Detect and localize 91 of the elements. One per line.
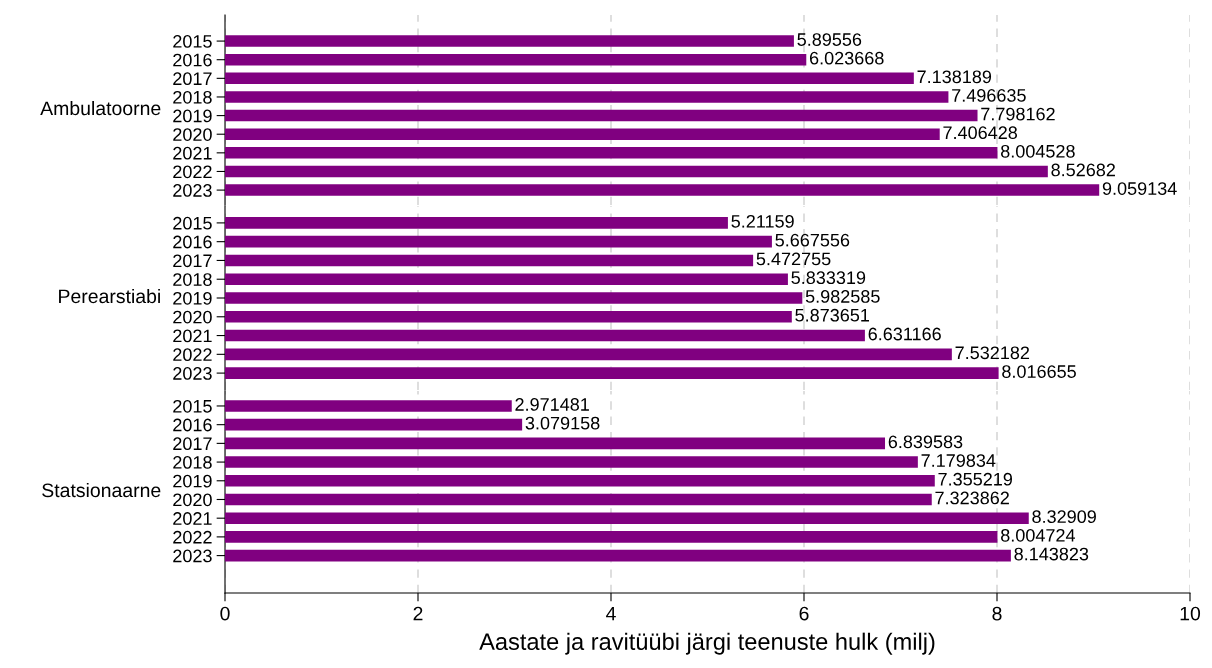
y-tick-label: 2017 (173, 437, 212, 451)
y-tick-label: 2015 (173, 216, 212, 230)
bar (225, 53, 807, 66)
y-tick-label: 2017 (173, 254, 212, 268)
data-label: 5.21159 (731, 214, 794, 228)
y-tick-label: 2022 (173, 165, 212, 179)
data-label: 7.496635 (952, 89, 1026, 102)
bar (225, 292, 803, 304)
data-label: 8.52682 (1051, 163, 1115, 177)
data-label: 5.982585 (805, 290, 880, 303)
bar (225, 165, 1048, 178)
bar (225, 531, 998, 543)
bar (225, 348, 952, 361)
bar (225, 273, 788, 286)
y-tick-label: 2021 (173, 146, 212, 160)
bar (225, 456, 918, 468)
y-tick-label: 2018 (173, 456, 212, 469)
bar (225, 109, 978, 122)
y-axis-title: Statsionaarne (42, 482, 161, 498)
bar (225, 217, 728, 229)
x-tick-label: 2 (413, 606, 423, 621)
bar (225, 437, 886, 450)
bar (225, 549, 1011, 562)
y-tick-label: 2022 (173, 348, 212, 362)
y-tick-label: 2020 (173, 493, 212, 507)
data-label: 5.873651 (795, 308, 870, 322)
y-tick-label: 2023 (173, 184, 212, 197)
bar (225, 329, 865, 342)
data-label: 6.839583 (888, 435, 963, 449)
data-label: 5.833319 (791, 271, 866, 285)
x-tick-label: 8 (992, 606, 1002, 621)
y-tick-label: 2016 (173, 418, 212, 432)
bar (225, 128, 940, 140)
bar (225, 400, 512, 412)
y-tick-label: 2021 (173, 329, 212, 343)
y-tick-label: 2019 (173, 291, 212, 305)
y-tick-label: 2018 (173, 90, 212, 104)
y-tick-label: 2021 (173, 512, 212, 525)
data-label: 7.532182 (955, 346, 1030, 360)
y-tick-label: 2016 (173, 235, 212, 249)
bar (225, 474, 935, 487)
x-tick-label: 6 (799, 606, 809, 621)
bar (225, 91, 949, 103)
data-label: 7.355219 (938, 472, 1013, 486)
data-label: 7.179834 (921, 454, 996, 467)
data-label: 9.059134 (1102, 182, 1177, 195)
data-label: 7.406428 (943, 126, 1018, 140)
y-tick-label: 2016 (173, 53, 212, 67)
bar (225, 310, 792, 323)
bar (225, 184, 1100, 196)
data-label: 8.143823 (1014, 547, 1089, 561)
data-label: 3.079158 (525, 416, 600, 430)
y-axis-title: Ambulatoorne (40, 100, 161, 116)
y-tick-label: 2019 (173, 474, 212, 488)
bar (225, 235, 772, 248)
y-tick-label: 2017 (173, 72, 212, 86)
data-label: 8.004528 (1001, 144, 1075, 158)
y-tick-label: 2015 (173, 35, 212, 48)
data-label: 8.004724 (1001, 528, 1076, 542)
data-label: 8.32909 (1032, 510, 1096, 524)
x-tick-label: 0 (220, 606, 230, 621)
x-tick-label: 4 (606, 606, 616, 621)
data-label: 7.323862 (935, 491, 1009, 505)
bar (225, 512, 1029, 524)
data-label: 6.631166 (868, 327, 941, 341)
data-label: 7.138189 (917, 70, 992, 84)
data-label: 6.023668 (809, 51, 884, 65)
x-tick-label: 10 (1180, 606, 1201, 621)
data-label: 5.667556 (775, 233, 850, 247)
y-axis-title: Perearstiabi (59, 288, 160, 304)
data-label: 5.472755 (756, 252, 831, 266)
bar (225, 418, 523, 431)
y-tick-label: 2023 (173, 549, 212, 563)
y-tick-label: 2023 (173, 367, 212, 380)
y-tick-label: 2015 (173, 399, 212, 413)
x-axis-title: Aastate ja ravitüübi järgi teenuste hulk (milj) (479, 632, 935, 655)
data-label: 5.89556 (797, 33, 862, 46)
y-tick-label: 2018 (173, 273, 212, 286)
bar (225, 254, 754, 267)
bar (225, 72, 914, 85)
data-label: 7.798162 (981, 107, 1055, 121)
data-label: 8.016655 (1002, 365, 1076, 378)
bar (225, 147, 998, 159)
bar (225, 367, 999, 379)
bar (225, 493, 932, 506)
y-tick-label: 2020 (173, 128, 212, 141)
y-tick-label: 2019 (173, 109, 212, 123)
bar (225, 35, 794, 47)
data-label: 2.971481 (515, 398, 589, 411)
y-tick-label: 2022 (173, 530, 212, 544)
y-tick-label: 2020 (173, 310, 212, 324)
